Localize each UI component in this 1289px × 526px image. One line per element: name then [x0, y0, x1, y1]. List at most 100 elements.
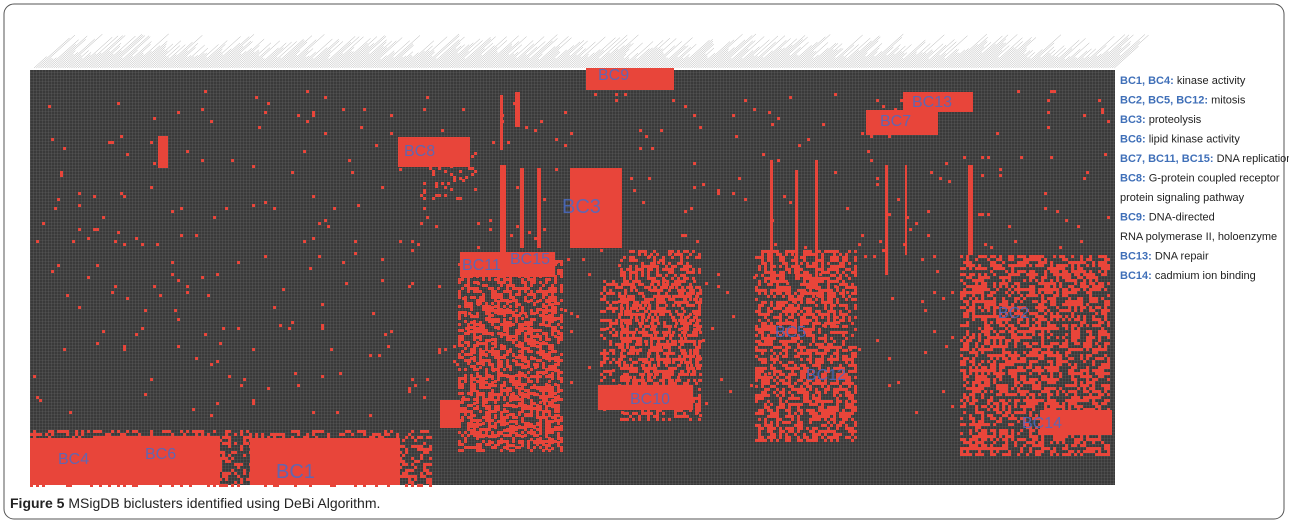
bicluster-cell — [521, 350, 524, 353]
bicluster-cell — [641, 274, 644, 277]
bicluster-cell — [632, 346, 635, 349]
bicluster-cell — [966, 309, 969, 312]
bicluster-cell — [647, 325, 650, 328]
bicluster-cell — [1098, 453, 1101, 456]
bicluster-cell — [1083, 426, 1086, 429]
bicluster-cell — [963, 294, 966, 297]
bicluster-cell — [521, 374, 524, 377]
bicluster-cell — [1014, 378, 1017, 381]
bicluster-cell — [812, 262, 815, 265]
bicluster-cell — [1074, 453, 1077, 456]
bicluster-cell — [827, 298, 830, 301]
bicluster-cell — [1056, 267, 1059, 270]
bicluster-cell — [1026, 309, 1029, 312]
bicluster-cell — [800, 292, 803, 295]
bicluster-cell — [1092, 309, 1095, 312]
bicluster-cell — [1068, 297, 1071, 300]
bicluster-cell — [464, 320, 467, 323]
gene-label-mark — [696, 57, 708, 69]
bicluster-cell — [551, 431, 554, 434]
bicluster-cell — [764, 316, 767, 319]
bicluster-cell — [984, 366, 987, 369]
bicluster-cell — [854, 436, 857, 439]
bicluster-cell — [1053, 354, 1056, 357]
bicluster-cell — [659, 358, 662, 361]
bicluster-cell — [461, 263, 464, 266]
bicluster-cell — [773, 415, 776, 418]
bicluster-cell — [626, 418, 629, 421]
bicluster-cell — [1002, 267, 1005, 270]
gene-label-mark — [1081, 45, 1107, 69]
bicluster-cell — [791, 370, 794, 373]
bicluster-cell — [662, 370, 665, 373]
bicluster-cell — [845, 391, 848, 394]
bicluster-cell — [668, 400, 671, 403]
bicluster-block — [586, 68, 674, 90]
bicluster-cell — [473, 419, 476, 422]
bicluster-cell — [491, 410, 494, 413]
bicluster-cell — [686, 265, 689, 268]
bicluster-cell — [1011, 324, 1014, 327]
bicluster-cell — [539, 446, 542, 449]
bicluster-cell — [635, 382, 638, 385]
bicluster-cell — [821, 436, 824, 439]
biclusters — [30, 68, 1112, 487]
bicluster-cell — [797, 418, 800, 421]
bicluster-cell — [960, 432, 963, 435]
bicluster-cell — [1071, 303, 1074, 306]
bicluster-cell — [851, 355, 854, 358]
bicluster-cell — [1035, 402, 1038, 405]
gene-label-mark — [456, 37, 491, 69]
bicluster-cell — [854, 304, 857, 307]
bicluster-cell — [1098, 306, 1101, 309]
bicluster-cell — [836, 406, 839, 409]
bicluster-cell — [827, 412, 830, 415]
bicluster-cell — [845, 304, 848, 307]
gene-label-mark — [38, 34, 76, 69]
bicluster-cell — [476, 323, 479, 326]
bicluster-cell — [497, 443, 500, 446]
bicluster-cell — [851, 283, 854, 286]
bicluster-cell — [1095, 300, 1098, 303]
bicluster-cell — [545, 278, 548, 281]
bicluster-cell — [1026, 345, 1029, 348]
bicluster-cell — [960, 291, 963, 294]
gene-label-mark — [1032, 52, 1050, 69]
bicluster-cell — [1107, 453, 1110, 456]
bicluster-cell — [827, 271, 830, 274]
gene-label-mark — [795, 51, 815, 69]
bicluster-cell — [1035, 369, 1038, 372]
bicluster-cell — [698, 307, 701, 310]
bicluster-cell — [984, 405, 987, 408]
bicluster-cell — [509, 275, 512, 278]
bicluster-cell — [1092, 414, 1095, 417]
gene-label-mark — [388, 44, 414, 69]
bicluster-cell — [809, 319, 812, 322]
bicluster-cell — [975, 387, 978, 390]
bicluster-cell — [491, 269, 494, 272]
bicluster-cell — [686, 322, 689, 325]
gene-label-mark — [999, 39, 1031, 69]
bicluster-cell — [557, 359, 560, 362]
bicluster-cell — [524, 275, 527, 278]
bicluster-cell — [1059, 309, 1062, 312]
bicluster-cell — [833, 304, 836, 307]
bicluster-cell — [512, 341, 515, 344]
bicluster-cell — [1098, 264, 1101, 267]
bicluster-cell — [638, 292, 641, 295]
bicluster-cell — [117, 430, 120, 433]
bicluster-cell — [773, 265, 776, 268]
bicluster-cell — [1089, 408, 1092, 411]
bicluster-cell — [794, 397, 797, 400]
bicluster-cell — [1056, 276, 1059, 279]
bicluster-cell — [542, 293, 545, 296]
bicluster-cell — [476, 407, 479, 410]
bicluster-cell — [966, 447, 969, 450]
gene-label-mark — [126, 52, 144, 69]
bicluster-cell — [767, 325, 770, 328]
bicluster-cell — [1008, 405, 1011, 408]
bicluster-cell — [758, 358, 761, 361]
bicluster-cell — [515, 422, 518, 425]
bicluster-cell — [695, 310, 698, 313]
gene-label-mark — [253, 58, 265, 69]
